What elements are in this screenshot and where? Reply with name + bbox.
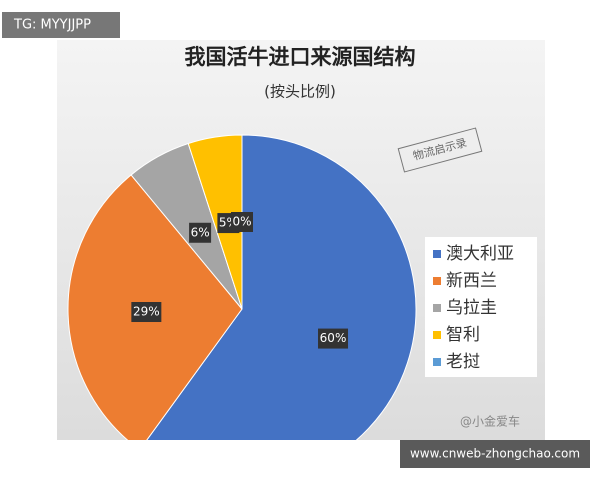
- legend-swatch: [433, 304, 441, 312]
- data-label: 29%: [133, 305, 160, 319]
- legend-label: 智利: [446, 325, 480, 345]
- data-labels: 60%29%6%5%0%: [131, 212, 349, 349]
- legend-swatch: [433, 331, 441, 339]
- legend-swatch: [433, 250, 441, 258]
- data-label: 6%: [191, 225, 210, 239]
- chart-subtitle: (按头比例): [264, 83, 336, 101]
- legend-swatch: [433, 277, 441, 285]
- legend-label: 新西兰: [446, 271, 497, 291]
- data-label-box: [231, 212, 253, 232]
- legend-swatch: [433, 358, 441, 366]
- pie-slice: [146, 134, 417, 440]
- watermark: TG: MYYJJPP: [13, 18, 91, 33]
- data-label-box: [318, 328, 349, 349]
- author-watermark: @小金爱车: [460, 414, 520, 429]
- data-label-box: [189, 222, 212, 243]
- data-label-box: [131, 302, 162, 323]
- url-box: [400, 440, 590, 468]
- legend-label: 乌拉圭: [446, 298, 497, 318]
- legend-label: 澳大利亚: [446, 244, 514, 264]
- data-label: 0%: [232, 215, 251, 229]
- watermark-box: [2, 12, 120, 38]
- legend-box: [425, 237, 537, 377]
- data-label: 60%: [320, 331, 347, 345]
- legend-label: 老挝: [446, 352, 480, 372]
- pie: [67, 134, 417, 440]
- url-watermark: www.cnweb-zhongchao.com: [410, 447, 580, 461]
- chart-title: 我国活牛进口来源国结构: [185, 45, 416, 69]
